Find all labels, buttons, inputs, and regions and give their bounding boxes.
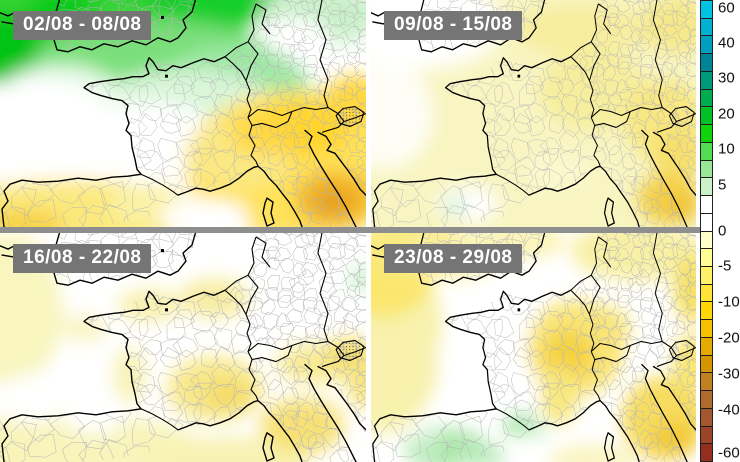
map-panel-week4: 23/08 - 29/08 bbox=[371, 233, 696, 462]
colorbar-segment bbox=[701, 320, 712, 338]
colorbar-tick-label: 10 bbox=[718, 140, 735, 158]
colorbar-tick-label: 0 bbox=[718, 222, 727, 240]
colorbar-segment bbox=[701, 36, 712, 55]
colorbar-tick-label: -20 bbox=[718, 329, 740, 347]
colorbar-segment bbox=[701, 160, 712, 179]
map-panel-week1: 02/08 - 08/08 bbox=[0, 0, 366, 227]
colorbar-segment bbox=[701, 196, 712, 214]
colorbar-tick-label: 5 bbox=[718, 176, 727, 194]
colorbar-segment bbox=[701, 125, 712, 143]
map-panel-week3: 16/08 - 22/08 bbox=[0, 233, 366, 462]
colorbar bbox=[700, 0, 713, 462]
colorbar-segment bbox=[701, 178, 712, 197]
colorbar-tick-label: 20 bbox=[718, 105, 735, 123]
colorbar-segment bbox=[701, 231, 712, 250]
colorbar-tick-label: 30 bbox=[718, 69, 735, 87]
colorbar-tick-label: 40 bbox=[718, 34, 735, 52]
colorbar-segment bbox=[701, 444, 712, 462]
colorbar-tick-label: -5 bbox=[718, 257, 732, 275]
colorbar-tick-label: 60 bbox=[718, 0, 735, 17]
colorbar-segment bbox=[701, 284, 712, 303]
colorbar-segment bbox=[701, 408, 712, 427]
anomaly-field-week3 bbox=[0, 233, 366, 462]
panel-date-label-week1: 02/08 - 08/08 bbox=[13, 11, 152, 40]
colorbar-segment bbox=[701, 54, 712, 72]
colorbar-tick-label: -60 bbox=[718, 444, 740, 462]
colorbar-segment bbox=[701, 71, 712, 90]
panel-date-label-week2: 09/08 - 15/08 bbox=[384, 11, 523, 40]
colorbar-segment bbox=[701, 18, 712, 37]
panel-date-label-week4: 23/08 - 29/08 bbox=[384, 244, 523, 273]
colorbar-segment bbox=[701, 337, 712, 356]
colorbar-segment bbox=[701, 426, 712, 445]
colorbar-segment bbox=[701, 373, 712, 392]
panel-divider bbox=[0, 227, 713, 233]
colorbar-segment bbox=[701, 142, 712, 161]
colorbar-segment bbox=[701, 302, 712, 321]
colorbar-segment bbox=[701, 355, 712, 374]
colorbar-segment bbox=[701, 267, 712, 285]
colorbar-segment bbox=[701, 249, 712, 268]
colorbar-tick-label: -10 bbox=[718, 293, 740, 311]
colorbar-tick-label: -40 bbox=[718, 401, 740, 419]
colorbar-segment bbox=[701, 391, 712, 409]
colorbar-segment bbox=[701, 1, 712, 19]
panel-date-label-week3: 16/08 - 22/08 bbox=[13, 244, 152, 273]
colorbar-segment bbox=[701, 107, 712, 126]
colorbar-tick-label: -30 bbox=[718, 365, 740, 383]
map-panel-week2: 09/08 - 15/08 bbox=[371, 0, 696, 227]
colorbar-segment bbox=[701, 89, 712, 108]
colorbar-segment bbox=[701, 213, 712, 232]
